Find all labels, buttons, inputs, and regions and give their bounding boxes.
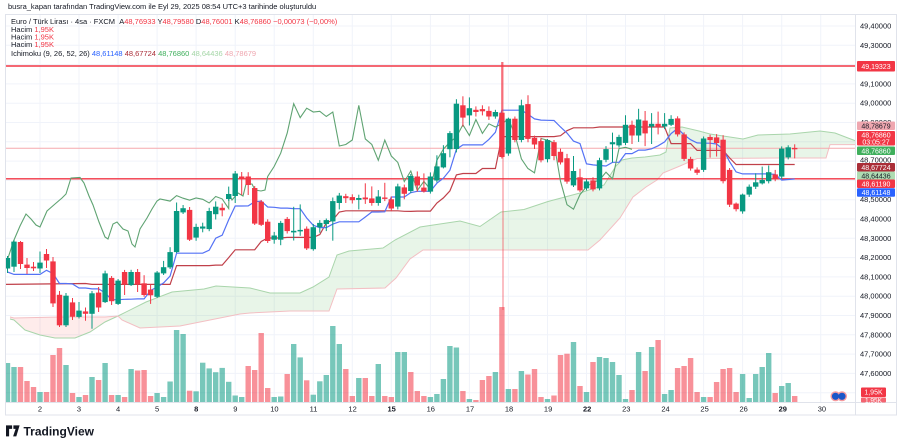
svg-text:25: 25 (700, 405, 708, 414)
svg-text:11: 11 (310, 405, 318, 414)
svg-text:8: 8 (194, 405, 198, 414)
svg-text:03:05:27: 03:05:27 (862, 139, 889, 146)
svg-text:48,67724: 48,67724 (861, 165, 890, 172)
svg-text:1,95K: 1,95K (864, 390, 883, 397)
svg-text:9: 9 (233, 405, 237, 414)
svg-text:48,70000: 48,70000 (860, 156, 891, 165)
svg-text:Ichimoku (9, 26, 52, 26) 48,61: Ichimoku (9, 26, 52, 26) 48,61148 48,677… (11, 49, 256, 58)
svg-text:12: 12 (348, 405, 356, 414)
svg-text:TradingView: TradingView (24, 425, 95, 439)
svg-text:48,78679: 48,78679 (861, 123, 890, 130)
svg-text:48,61148: 48,61148 (862, 190, 891, 197)
svg-text:48,76860: 48,76860 (861, 148, 890, 155)
svg-text:15: 15 (388, 405, 396, 414)
svg-text:Hacim 1,95K: Hacim 1,95K (11, 40, 54, 49)
svg-text:2: 2 (38, 405, 42, 414)
svg-text:Hacim 1,95K: Hacim 1,95K (11, 33, 54, 42)
svg-text:47,80000: 47,80000 (860, 330, 891, 339)
svg-text:47,90000: 47,90000 (860, 311, 891, 320)
svg-text:30: 30 (818, 405, 826, 414)
svg-text:48,76860: 48,76860 (861, 132, 890, 139)
svg-text:26: 26 (740, 405, 748, 414)
svg-text:16: 16 (427, 405, 435, 414)
svg-text:49,19323: 49,19323 (861, 64, 890, 71)
svg-text:29: 29 (779, 405, 787, 414)
svg-text:4: 4 (116, 405, 120, 414)
svg-text:47,70000: 47,70000 (860, 350, 891, 359)
svg-text:1,95K: 1,95K (865, 397, 883, 404)
svg-text:22: 22 (583, 405, 591, 414)
svg-text:24: 24 (661, 405, 669, 414)
svg-text:3: 3 (77, 405, 81, 414)
svg-text:48,20000: 48,20000 (860, 253, 891, 262)
svg-text:18: 18 (505, 405, 513, 414)
svg-text:Hacim 1,95K: Hacim 1,95K (11, 25, 54, 34)
svg-text:49,00000: 49,00000 (860, 99, 891, 108)
svg-text:48,50000: 48,50000 (860, 195, 891, 204)
svg-text:48,40000: 48,40000 (860, 215, 891, 224)
svg-text:48,00000: 48,00000 (860, 292, 891, 301)
svg-text:23: 23 (622, 405, 630, 414)
svg-text:48,64436: 48,64436 (861, 173, 890, 180)
svg-text:10: 10 (270, 405, 278, 414)
svg-text:49,30000: 49,30000 (860, 41, 891, 50)
svg-text:49,40000: 49,40000 (860, 22, 891, 31)
svg-text:48,61190: 48,61190 (862, 181, 891, 188)
svg-text:48,10000: 48,10000 (860, 272, 891, 281)
svg-text:19: 19 (544, 405, 552, 414)
svg-text:49,10000: 49,10000 (860, 79, 891, 88)
svg-text:5: 5 (155, 405, 159, 414)
svg-text:48,30000: 48,30000 (860, 234, 891, 243)
svg-text:Euro / Türk Lirası · 4sa · FXC: Euro / Türk Lirası · 4sa · FXCM A48,7693… (11, 17, 338, 26)
svg-text:47,60000: 47,60000 (860, 369, 891, 378)
svg-text:17: 17 (466, 405, 474, 414)
